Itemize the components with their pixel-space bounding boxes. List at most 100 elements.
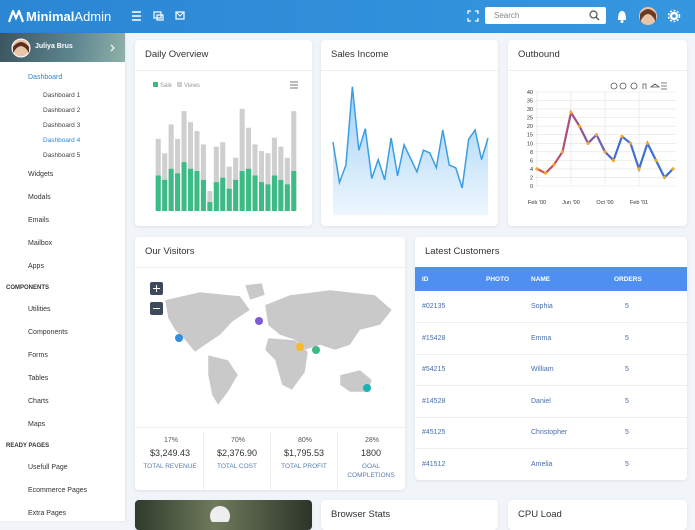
- top-icons[interactable]: [131, 10, 191, 23]
- customer-id: #54215: [422, 366, 446, 373]
- fullscreen-icon[interactable]: [467, 10, 479, 22]
- point: [594, 133, 599, 137]
- world-map: [150, 282, 393, 406]
- menu-heading: COMPONENTS: [0, 278, 125, 298]
- sidebar: Juliya Brus Dashboard Dashboard 1 Dashboar…: [0, 33, 125, 521]
- menu-item[interactable]: Apps: [0, 255, 125, 278]
- bar: [187, 122, 194, 211]
- divider: [135, 267, 405, 268]
- submenu-label: Dashboard 3: [43, 122, 81, 129]
- menu-item[interactable]: Ecommerce Pages: [0, 479, 125, 502]
- x-tick-label: Oct '00: [596, 200, 613, 206]
- bar: [258, 182, 265, 211]
- y-tick-label: 35: [527, 99, 533, 105]
- menu-item[interactable]: Extra Pages: [0, 502, 125, 525]
- menu-item[interactable]: Usefull Page: [0, 456, 125, 479]
- bar: [226, 188, 232, 211]
- x-tick-label: Jun '00: [562, 200, 580, 206]
- browser-stats-card: Browser Stats: [321, 500, 498, 530]
- customer-id: #02135: [422, 303, 446, 310]
- bar: [162, 179, 168, 211]
- cpu-load-card: CPU Load: [508, 500, 687, 530]
- bar: [213, 182, 219, 211]
- menu-item[interactable]: Emails: [0, 209, 125, 232]
- table-row: #02135 Sophia 5: [415, 291, 687, 323]
- customer-name: William: [531, 366, 554, 373]
- bar: [200, 179, 206, 211]
- stat-value: $2,376.90: [216, 448, 258, 458]
- zoom-controls[interactable]: [150, 282, 163, 315]
- customer-orders: 5: [625, 429, 629, 436]
- card-title: Daily Overview: [145, 49, 209, 60]
- stat-label: TOTAL REVENUE: [143, 463, 197, 470]
- card-title: Outbound: [518, 49, 560, 60]
- outbound-chart: 0 2 4 6 8 10 15 20 25 30 35 40 Feb '00 Jun '00 Oct '00…: [527, 82, 676, 206]
- customer-orders: 5: [625, 460, 629, 468]
- menu-item[interactable]: Components: [0, 321, 125, 344]
- submenu-label: Dashboard 1: [43, 92, 81, 99]
- submenu-label: Dashboard 4: [43, 137, 81, 144]
- menu-label: Utilities: [28, 306, 51, 313]
- x-tick-label: Feb '00: [528, 200, 546, 206]
- heading-text: READY PAGES: [6, 443, 50, 449]
- search-icon[interactable]: [589, 10, 600, 21]
- submenu-item[interactable]: Dashboard 3: [0, 118, 125, 133]
- menu-item[interactable]: Widgets: [0, 163, 125, 186]
- menu-item[interactable]: Maps: [0, 413, 125, 436]
- stat: 80% $1,795.53 TOTAL PROFIT: [271, 432, 338, 490]
- y-tick-label: 25: [527, 116, 533, 122]
- stat-change-text: 28%: [364, 437, 379, 444]
- y-tick-label: 15: [527, 133, 533, 139]
- bar: [168, 124, 174, 211]
- menu-item[interactable]: Modals: [0, 186, 125, 209]
- point: [543, 171, 548, 175]
- menu-item[interactable]: Mailbox: [0, 232, 125, 255]
- y-tick-label: 8: [530, 150, 533, 156]
- bar: [239, 108, 245, 211]
- top-right-icons[interactable]: [615, 6, 690, 28]
- sales-income-card: Sales Income: [321, 40, 498, 226]
- menu-icon[interactable]: [290, 81, 298, 89]
- menu-item[interactable]: Forms: [0, 344, 125, 367]
- logo-bold: Minimal: [26, 9, 75, 24]
- stat-change: 17%: [137, 437, 203, 444]
- submenu-item[interactable]: Dashboard 5: [0, 148, 125, 163]
- avatar: [11, 38, 31, 58]
- menu-item[interactable]: Utilities: [0, 298, 125, 321]
- bar: [207, 202, 213, 211]
- menu-label: Ecommerce Pages: [28, 487, 88, 494]
- table-row: #14528 Daniel 5: [415, 386, 687, 418]
- menu-label: Usefull Page: [28, 464, 68, 471]
- submenu-item[interactable]: Dashboard 1: [0, 88, 125, 103]
- customer-name: Emma: [531, 334, 552, 342]
- bar: [239, 171, 245, 211]
- point: [569, 110, 573, 115]
- logo: MinimalAdmin: [26, 9, 111, 24]
- card-title: Latest Customers: [425, 246, 500, 257]
- point: [620, 134, 624, 139]
- logo-icon: [8, 10, 24, 23]
- image-card: [135, 500, 312, 530]
- menu-label: Tables: [28, 375, 49, 382]
- stat-label: GOAL COMPLETIONS: [347, 463, 395, 479]
- search-box[interactable]: Search: [485, 7, 606, 24]
- profile[interactable]: Juliya Brus: [0, 33, 125, 62]
- search-placeholder: Search: [494, 11, 520, 20]
- menu-item[interactable]: Dashboard: [0, 68, 125, 88]
- point: [586, 141, 590, 145]
- legend-swatch: [153, 82, 158, 87]
- stat-label: TOTAL PROFIT: [281, 463, 327, 470]
- point: [637, 167, 641, 171]
- table-row: #54215 William 5: [415, 354, 687, 386]
- menu-item[interactable]: Tables: [0, 367, 125, 390]
- bar: [220, 142, 226, 211]
- menu-label: Apps: [28, 263, 44, 270]
- bar: [181, 111, 187, 211]
- stat-change-text: 70%: [230, 437, 245, 444]
- menu-item[interactable]: Charts: [0, 390, 125, 413]
- menu-label: Components: [28, 329, 68, 336]
- submenu-item[interactable]: Dashboard 4: [0, 133, 125, 148]
- chart-toolbar[interactable]: [610, 82, 667, 90]
- submenu-item[interactable]: Dashboard 2: [0, 103, 125, 118]
- menu-heading: READY PAGES: [0, 436, 125, 456]
